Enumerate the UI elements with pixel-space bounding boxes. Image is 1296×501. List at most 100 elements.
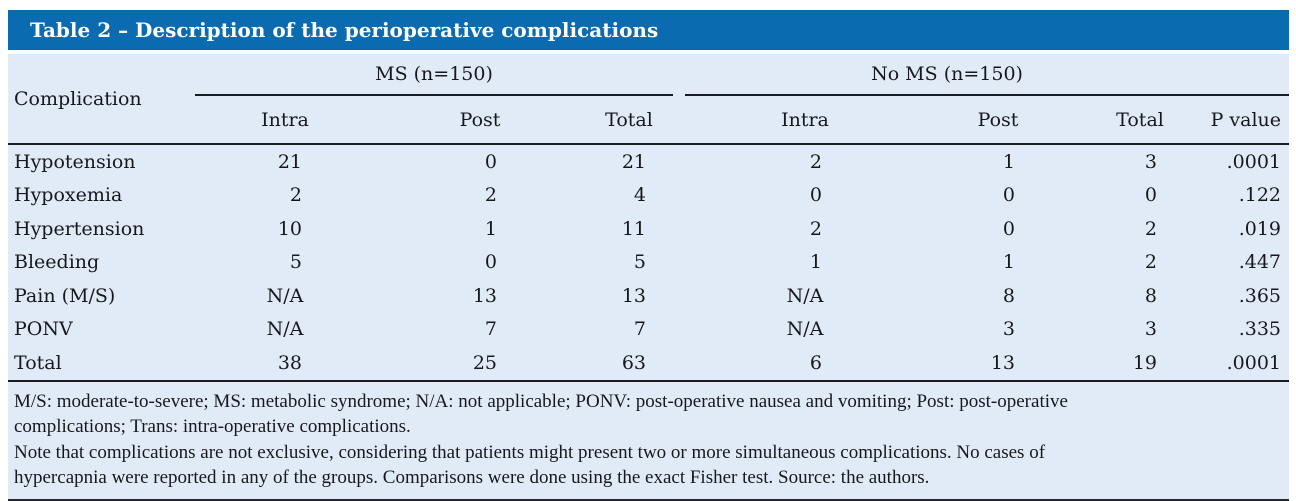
column-header-noms-post: Post [925, 95, 1071, 145]
complication-label: PONV [14, 318, 73, 341]
footnote-line: hypercapnia were reported in any of the … [14, 467, 930, 488]
cell-value: 2 [1144, 251, 1158, 274]
cell-value: 63 [621, 351, 646, 374]
cell-value: 3 [1002, 318, 1015, 341]
ms-intra-value: 2 [195, 179, 375, 213]
cell-value: 0 [1002, 184, 1015, 207]
ms-total-value: 5 [585, 246, 673, 280]
ms-total-value: 63 [585, 346, 673, 382]
noms-intra-value: N/A [685, 279, 925, 313]
cell-value: 11 [621, 217, 646, 240]
noms-total-value: 3 [1071, 313, 1209, 347]
noms-post-value: 8 [925, 279, 1071, 313]
column-gap [673, 144, 685, 179]
noms-total-value: 0 [1071, 179, 1209, 213]
noms-total-value: 3 [1071, 144, 1209, 179]
noms-post-value: 13 [925, 346, 1071, 382]
ms-total-value: 7 [585, 313, 673, 347]
footnote-line: complications; Trans: intra-operative co… [14, 416, 411, 437]
cell-value: 21 [277, 150, 302, 173]
ms-post-value: 7 [375, 313, 585, 347]
ms-post-value: 25 [375, 346, 585, 382]
table-row-hypertension: Hypertension 10 1 11 2 0 2 .019 [8, 212, 1289, 246]
noms-total-value: 19 [1071, 346, 1210, 382]
noms-post-value: 0 [925, 212, 1071, 246]
ms-intra-value: 38 [195, 346, 375, 382]
p-value: .122 [1238, 184, 1282, 207]
cell-value: 4 [633, 184, 646, 207]
group-header-noms: No MS (n=150) [685, 54, 1210, 96]
group-header-ms: MS (n=150) [195, 54, 673, 96]
cell-value: 0 [484, 150, 497, 173]
subheader-row: Intra Post Total Intra Post Total P valu… [8, 95, 1290, 145]
footnote-line: Note that complications are not exclusiv… [14, 441, 1046, 463]
complication-label: Hypotension [14, 150, 136, 173]
ms-post-value: 0 [375, 246, 585, 280]
table-body-panel: Complication MS (n=150) No MS (n=150) In… [8, 54, 1290, 501]
ms-post-value: 0 [375, 144, 585, 179]
noms-total-value: 8 [1071, 279, 1209, 313]
ms-post-value: 13 [375, 279, 585, 313]
complication-label: Hypoxemia [14, 184, 123, 207]
p-value: .0001 [1209, 346, 1290, 382]
cell-value: 5 [633, 251, 646, 274]
table-row-ponv: PONV N/A 7 7 N/A 3 3 .335 [8, 313, 1289, 347]
noms-intra-value: N/A [685, 313, 925, 347]
column-header-noms-intra: Intra [685, 95, 925, 145]
column-gap [673, 279, 685, 313]
column-header-ms-intra: Intra [195, 95, 375, 145]
noms-total-value: 2 [1071, 212, 1209, 246]
table-row-pain: Pain (M/S) N/A 13 13 N/A 8 8 .365 [8, 279, 1289, 313]
cell-value: 25 [472, 351, 497, 374]
cell-value: 2 [809, 217, 822, 240]
ms-intra-value: 5 [195, 246, 375, 280]
ms-intra-value: N/A [195, 279, 375, 313]
complication-label: Total [8, 346, 195, 382]
cell-value: 2 [484, 184, 497, 207]
table-title: Table 2 – Description of the perioperati… [30, 18, 659, 42]
cell-value: 0 [484, 251, 497, 274]
column-gap [673, 212, 685, 246]
cell-value: N/A [266, 284, 304, 307]
ms-intra-value: N/A [195, 313, 375, 347]
cell-value: 3 [1144, 318, 1158, 341]
complication-label: Pain (M/S) [14, 284, 116, 307]
noms-intra-value: 2 [685, 212, 925, 246]
column-header-ms-total: Total [585, 95, 673, 145]
cell-value: 21 [621, 150, 646, 173]
cell-value: 5 [289, 251, 302, 274]
table-figure: Table 2 – Description of the perioperati… [8, 10, 1290, 501]
table-footnotes: M/S: moderate-to-severe; MS: metabolic s… [8, 382, 1289, 499]
column-gap [673, 313, 685, 347]
cell-value: 3 [1144, 150, 1158, 173]
group-gap [673, 95, 685, 145]
ms-post-value: 2 [375, 179, 585, 213]
column-gap [673, 179, 685, 213]
noms-post-value: 0 [925, 179, 1071, 213]
column-gap [673, 246, 685, 280]
cell-value: 1 [809, 251, 822, 274]
cell-value: 10 [277, 217, 302, 240]
noms-intra-value: 0 [685, 179, 925, 213]
noms-total-value: 2 [1071, 246, 1209, 280]
cell-value: 19 [1132, 351, 1158, 374]
cell-value: 13 [621, 284, 646, 307]
cell-value: 0 [1002, 217, 1015, 240]
table-row-hypotension: Hypotension 21 0 21 2 1 3 .0001 [8, 144, 1289, 179]
complication-label: Hypertension [14, 217, 145, 240]
p-value: .365 [1238, 284, 1282, 307]
complication-label: Bleeding [14, 251, 100, 274]
ms-total-value: 11 [585, 212, 673, 246]
cell-value: 6 [809, 351, 822, 374]
ms-intra-value: 21 [195, 144, 375, 179]
footnote-line: M/S: moderate-to-severe; MS: metabolic s… [14, 390, 1068, 412]
group-header-extension [1209, 54, 1290, 96]
cell-value: 8 [1002, 284, 1015, 307]
cell-value: 13 [990, 351, 1015, 374]
cell-value: 2 [809, 150, 822, 173]
group-header-row: Complication MS (n=150) No MS (n=150) [8, 54, 1290, 145]
complications-table: Complication MS (n=150) No MS (n=150) In… [8, 54, 1290, 382]
column-header-noms-total: Total [1071, 95, 1210, 145]
cell-value: 13 [472, 284, 497, 307]
column-header-complication: Complication [8, 54, 195, 145]
